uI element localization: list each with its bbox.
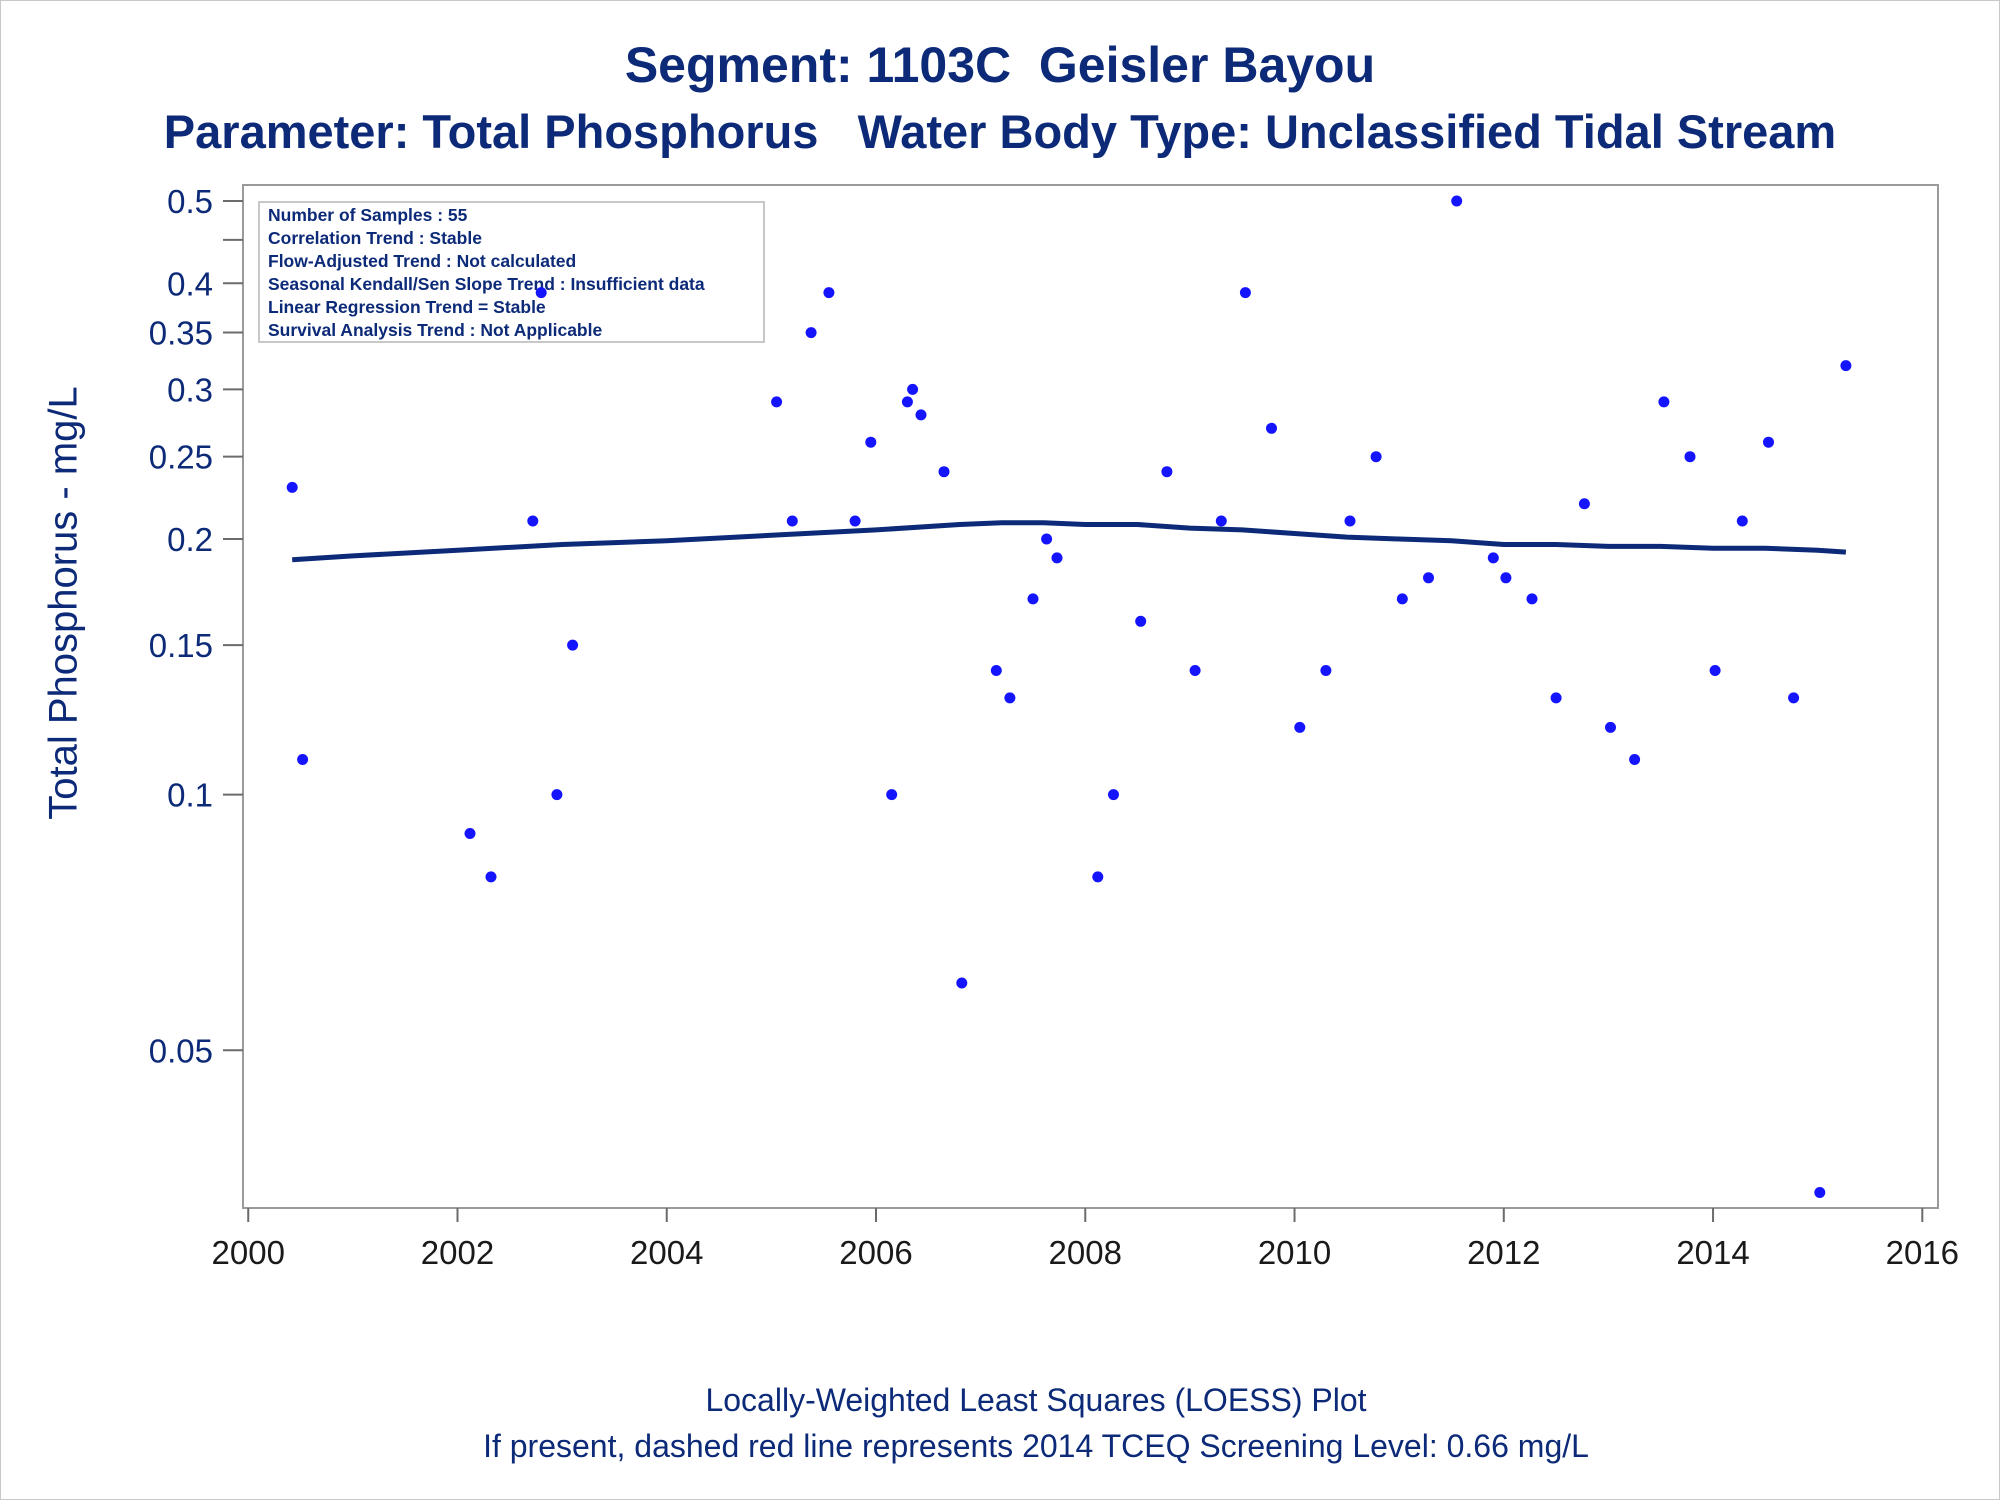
stats-inset-line: Flow-Adjusted Trend : Not calculated xyxy=(268,251,576,271)
data-point xyxy=(1550,692,1562,704)
y-tick-label: 0.3 xyxy=(167,371,213,408)
data-point xyxy=(464,828,476,839)
data-point xyxy=(1004,692,1016,704)
data-point xyxy=(805,327,817,339)
data-point xyxy=(1840,360,1852,372)
loess-line xyxy=(292,520,1847,563)
data-point xyxy=(990,665,1002,676)
x-tick-label: 2006 xyxy=(839,1234,912,1271)
y-tick-label: 0.05 xyxy=(149,1032,213,1069)
y-tick-label: 0.4 xyxy=(167,265,213,302)
data-point xyxy=(1370,451,1382,463)
plot-area-frame xyxy=(242,184,1939,1209)
x-tick-label: 2016 xyxy=(1886,1234,1959,1271)
data-point xyxy=(1320,665,1332,676)
data-point xyxy=(485,871,497,883)
data-point xyxy=(1423,572,1434,584)
data-point xyxy=(1051,552,1063,564)
data-point xyxy=(915,409,927,421)
x-tick-label: 2014 xyxy=(1676,1234,1749,1271)
data-point xyxy=(1396,593,1408,605)
data-point xyxy=(907,383,919,395)
x-tick-label: 2010 xyxy=(1258,1234,1331,1271)
x-tick-label: 2002 xyxy=(421,1234,494,1271)
data-point xyxy=(1763,436,1774,448)
data-point xyxy=(1294,721,1306,733)
data-point xyxy=(567,639,579,651)
stats-inset-line: Seasonal Kendall/Sen Slope Trend : Insuf… xyxy=(268,274,705,294)
data-point xyxy=(1041,533,1053,545)
data-point xyxy=(1239,287,1251,299)
chart-title: Segment: 1103C Geisler Bayou xyxy=(624,37,1376,93)
data-point xyxy=(786,515,798,527)
data-point xyxy=(849,515,861,527)
x-tick-label: 2012 xyxy=(1467,1234,1540,1271)
y-tick-label: 0.35 xyxy=(149,315,213,352)
stats-inset-box xyxy=(258,201,765,343)
y-tick-label: 0.2 xyxy=(167,521,213,558)
data-point xyxy=(286,481,298,493)
data-point xyxy=(771,396,783,408)
data-point xyxy=(1658,396,1670,408)
data-point xyxy=(1135,615,1147,627)
chart-subtitle: Parameter: Total Phosphorus Water Body T… xyxy=(163,105,1837,158)
data-point xyxy=(1451,195,1463,207)
stats-inset-line: Linear Regression Trend = Stable xyxy=(268,297,546,317)
data-point xyxy=(865,436,877,448)
data-point xyxy=(1629,754,1641,765)
data-point xyxy=(938,466,950,478)
data-point xyxy=(1092,871,1104,883)
data-point xyxy=(1108,789,1119,801)
y-tick-label: 0.5 xyxy=(167,183,213,220)
data-point xyxy=(1161,466,1173,478)
y-tick-label: 0.1 xyxy=(167,777,213,814)
data-point xyxy=(1605,721,1616,733)
data-point xyxy=(551,789,563,801)
data-point xyxy=(1578,498,1590,510)
y-tick-label: 0.25 xyxy=(149,439,213,476)
data-point xyxy=(1487,552,1499,564)
data-point xyxy=(886,789,898,801)
stats-inset-line: Survival Analysis Trend : Not Applicable xyxy=(268,320,602,340)
data-point xyxy=(527,515,539,527)
data-point xyxy=(1344,515,1356,527)
x-tick-label: 2008 xyxy=(1049,1234,1122,1271)
data-point xyxy=(901,396,913,408)
data-point xyxy=(823,287,835,299)
data-point xyxy=(1788,692,1800,704)
data-point xyxy=(1814,1187,1826,1198)
data-point xyxy=(1215,515,1227,527)
data-point xyxy=(1500,572,1512,584)
data-point xyxy=(1189,665,1201,676)
data-point xyxy=(297,754,309,765)
y-tick-label: 0.15 xyxy=(149,627,213,664)
data-point xyxy=(1266,422,1277,434)
x-tick-label: 2000 xyxy=(212,1234,285,1271)
data-point xyxy=(1526,593,1538,605)
footnote-screening-level: If present, dashed red line represents 2… xyxy=(483,1428,1589,1464)
x-tick-label: 2004 xyxy=(630,1234,703,1271)
data-point xyxy=(1709,665,1721,676)
data-point xyxy=(1736,515,1748,527)
data-point xyxy=(535,287,547,299)
data-point xyxy=(1684,451,1696,463)
data-point xyxy=(1027,593,1039,605)
footnote-loess: Locally-Weighted Least Squares (LOESS) P… xyxy=(705,1382,1367,1418)
stats-inset-line: Number of Samples : 55 xyxy=(268,205,468,225)
stats-inset-line: Correlation Trend : Stable xyxy=(268,228,482,248)
data-point xyxy=(956,977,968,989)
